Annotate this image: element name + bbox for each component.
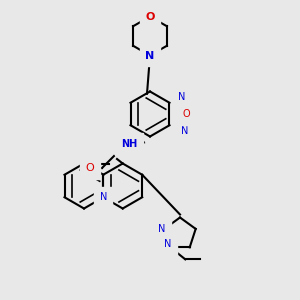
Text: O: O (145, 11, 155, 22)
Text: N: N (164, 239, 171, 249)
Text: N: N (178, 92, 185, 102)
Text: NH: NH (121, 139, 137, 149)
Text: N: N (100, 192, 107, 202)
Text: O: O (85, 163, 94, 173)
Text: O: O (182, 109, 190, 119)
Text: N: N (158, 224, 165, 234)
Text: N: N (146, 50, 154, 61)
Text: N: N (181, 126, 188, 136)
